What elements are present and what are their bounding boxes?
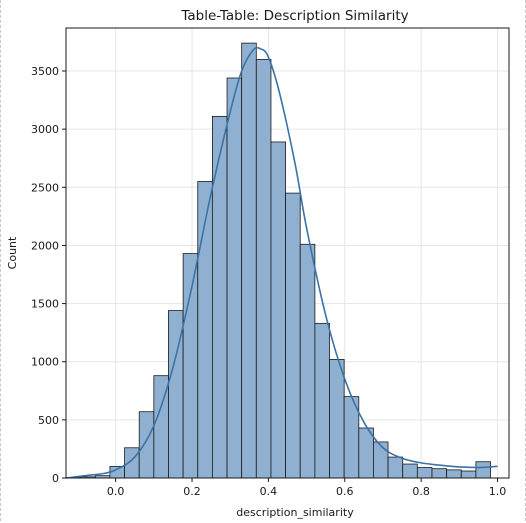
histogram-bar [460, 470, 477, 479]
y-tick-label: 3000 [31, 123, 59, 136]
histogram-bar [402, 463, 418, 479]
histogram-bar [387, 456, 404, 479]
x-tick-label: 1.0 [489, 485, 507, 498]
x-axis-label: description_similarity [236, 506, 354, 519]
y-tick-label: 1000 [31, 356, 59, 369]
x-tick-label: 0.0 [107, 485, 125, 498]
y-tick-label: 1500 [31, 298, 59, 311]
histogram-bars [65, 42, 491, 479]
histogram-bar [138, 411, 155, 479]
histogram-bar [431, 468, 448, 479]
y-tick-label: 2000 [31, 239, 59, 252]
histogram-bar [182, 253, 199, 479]
histogram-bar [446, 469, 462, 479]
x-tick-label: 0.4 [260, 485, 278, 498]
histogram-bar [299, 243, 316, 479]
histogram-bar [358, 427, 374, 479]
x-axis-ticks: 0.0 0.2 0.4 0.6 0.8 1.0 [107, 478, 506, 498]
histogram-bar [475, 461, 491, 479]
chart-title: Table-Table: Description Similarity [180, 8, 408, 24]
y-axis-label: Count [6, 236, 19, 269]
x-tick-label: 0.8 [412, 485, 430, 498]
y-tick-label: 500 [38, 414, 59, 427]
histogram-bar [226, 77, 243, 479]
histogram-bar [329, 358, 345, 479]
y-tick-label: 0 [52, 472, 59, 485]
histogram-bar [241, 42, 257, 479]
histogram-bar [285, 192, 301, 479]
histogram-bar [314, 322, 330, 479]
histogram-bar [373, 441, 389, 479]
x-tick-label: 0.6 [336, 485, 354, 498]
histogram-bar [416, 467, 433, 479]
x-tick-label: 0.2 [183, 485, 201, 498]
y-tick-label: 3500 [31, 65, 59, 78]
y-axis-ticks: 0 500 1000 1500 2000 2500 3000 3500 [31, 65, 66, 485]
histogram-bar [270, 141, 286, 479]
y-tick-label: 2500 [31, 181, 59, 194]
kde-curve [65, 46, 498, 479]
histogram-bar [255, 58, 272, 479]
histogram-bar [211, 115, 228, 479]
plot-area [65, 27, 510, 479]
